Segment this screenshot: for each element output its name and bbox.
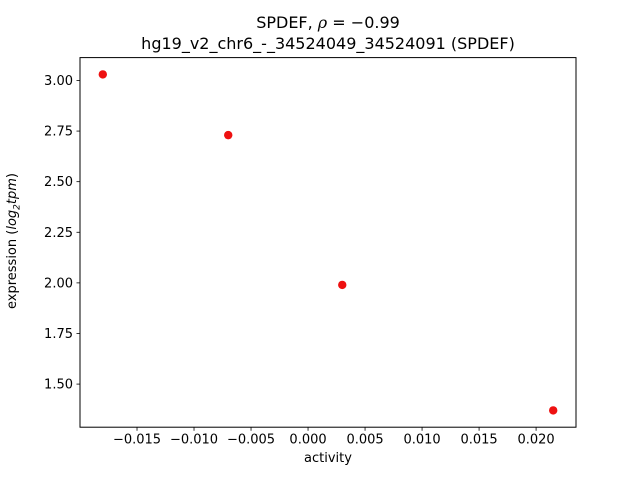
title-prefix: SPDEF, [256,13,318,32]
plot-area [79,57,577,428]
x-tick-label: −0.005 [227,433,275,448]
title-suffix: = −0.99 [327,13,400,32]
x-tick-label: 0.000 [289,433,326,448]
y-tick-label: 2.75 [44,125,73,140]
chart-title-line2: hg19_v2_chr6_-_34524049_34524091 (SPDEF) [141,34,515,53]
x-tick-label: −0.015 [113,433,161,448]
x-tick-label: −0.010 [170,433,218,448]
y-tick-label: 3.00 [44,74,73,89]
data-point [338,280,347,290]
y-tick-label: 2.00 [44,276,73,291]
data-point [98,70,108,79]
x-axis-label: activity [304,451,352,466]
x-tick-label: 0.005 [346,433,383,448]
data-point [224,130,233,140]
x-tick-label: 0.020 [517,433,554,448]
x-tick-label: 0.015 [460,433,497,448]
y-tick-label: 1.75 [44,327,73,342]
title-rho-symbol: ρ [317,13,328,32]
chart-title-line1: SPDEF, ρ = −0.99 [80,12,576,33]
chart-title: SPDEF, ρ = −0.99 hg19_v2_chr6_-_34524049… [80,12,576,54]
y-tick-label: 2.50 [44,175,73,190]
x-tick-label: 0.010 [403,433,440,448]
data-point [548,406,558,415]
y-tick-label: 1.50 [44,378,73,393]
y-tick-label: 2.25 [44,226,73,241]
